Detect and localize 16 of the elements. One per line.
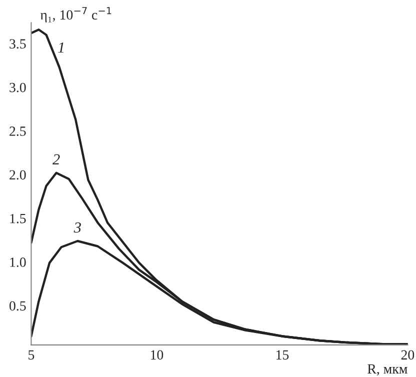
x-tick-label: 15 [276,350,289,360]
y-tick-label: 2.5 [10,126,26,136]
y-axis-title: η₁, 10$^{−7}$ с$^{−1}$ [40,7,112,22]
x-axis-title: R, мкм [368,364,408,376]
y-tick-label: 3.0 [10,82,26,92]
y-tick-label: 2.0 [10,170,26,180]
y-tick-label: 1.5 [10,214,26,224]
annotation: 3 [74,222,81,233]
x-tick-label: 5 [28,350,34,360]
annotation: 2 [52,154,60,164]
annotation: 1 [58,42,64,53]
y-tick-label: 3.5 [10,39,26,49]
x-tick-label: 20 [401,350,414,360]
x-tick-label: 10 [150,350,164,360]
y-tick-label: 0.5 [10,301,26,311]
y-tick-label: 1.0 [10,258,26,267]
